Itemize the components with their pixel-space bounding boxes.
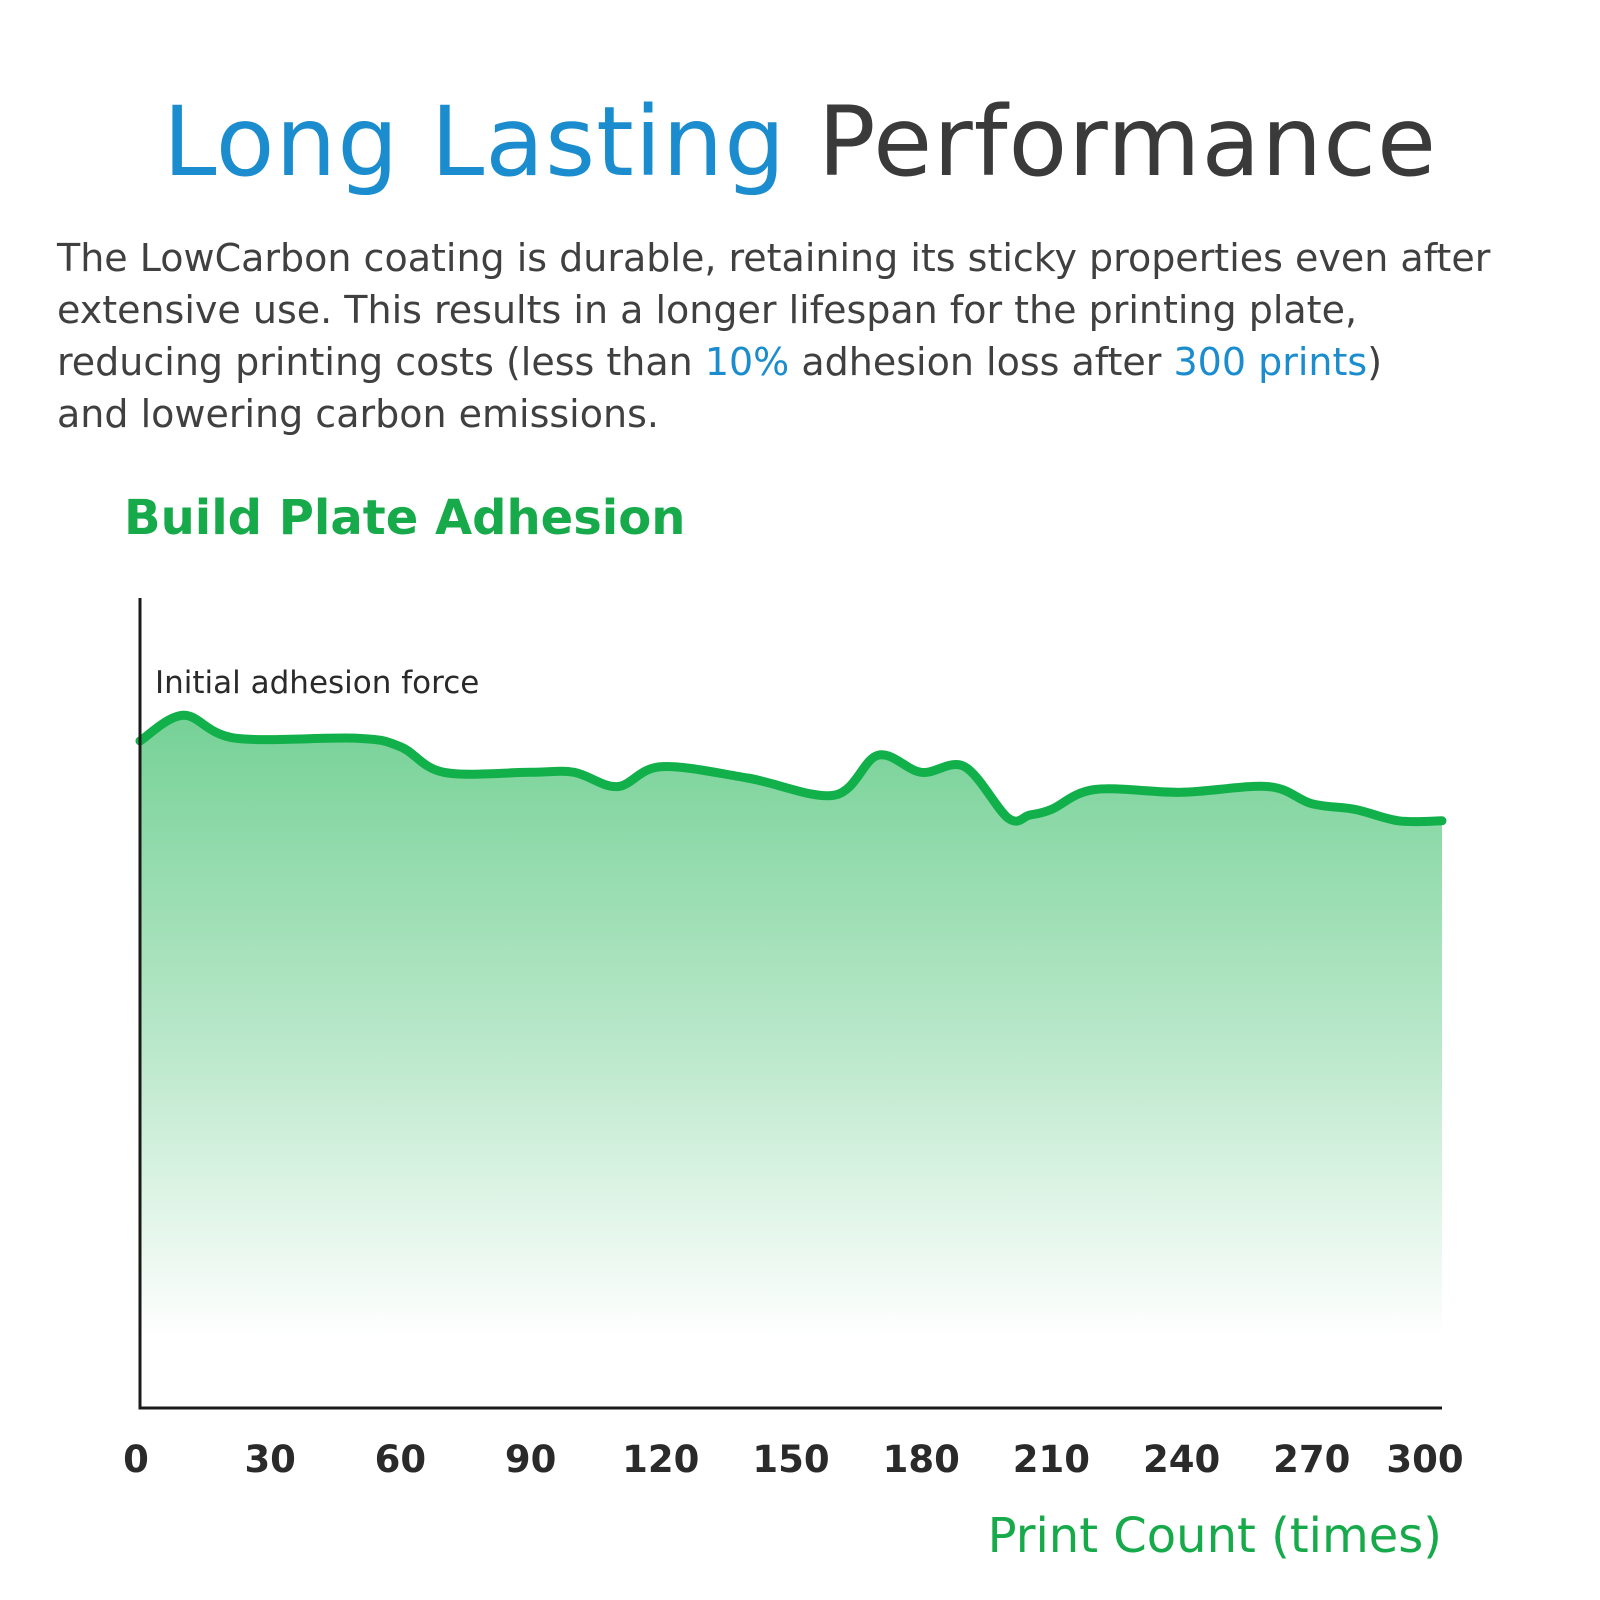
intro-highlight-prints: 300 prints [1173,340,1368,384]
intro-line-3-end: ) [1367,340,1383,384]
page-headline: Long Lasting Performance [0,82,1600,202]
chart-title: Build Plate Adhesion [124,490,686,546]
headline-rest: Performance [817,86,1438,198]
intro-line-4: and lowering carbon emissions. [57,392,659,436]
x-tick-label: 0 [123,1438,149,1481]
x-tick-label: 270 [1273,1438,1350,1481]
intro-line-3-start: reducing printing costs (less than [57,340,705,384]
x-tick-label: 60 [375,1438,427,1481]
intro-line-3: reducing printing costs (less than 10% a… [57,336,1577,388]
x-tick-label: 30 [244,1438,296,1481]
x-tick-label: 150 [752,1438,829,1481]
headline-highlight: Long Lasting [162,86,787,198]
x-tick-label: 300 [1386,1438,1463,1481]
initial-adhesion-annotation: Initial adhesion force [155,665,479,701]
intro-line-2: extensive use. This results in a longer … [57,288,1358,332]
x-tick-label: 210 [1013,1438,1090,1481]
x-tick-label: 180 [883,1438,960,1481]
intro-line-1: The LowCarbon coating is durable, retain… [57,236,1491,280]
intro-highlight-percent: 10% [704,340,790,384]
adhesion-area-fill [140,715,1442,1338]
x-axis-title: Print Count (times) [987,1508,1442,1564]
x-tick-label: 120 [622,1438,699,1481]
x-tick-labels: 0 30 60 90 120 150 180 210 240 270 300 [123,1438,1463,1481]
intro-paragraph: The LowCarbon coating is durable, retain… [57,232,1577,440]
x-tick-label: 90 [505,1438,557,1481]
x-tick-label: 240 [1143,1438,1220,1481]
adhesion-series-line [135,710,1447,827]
intro-line-3-middle: adhesion loss after [789,340,1174,384]
